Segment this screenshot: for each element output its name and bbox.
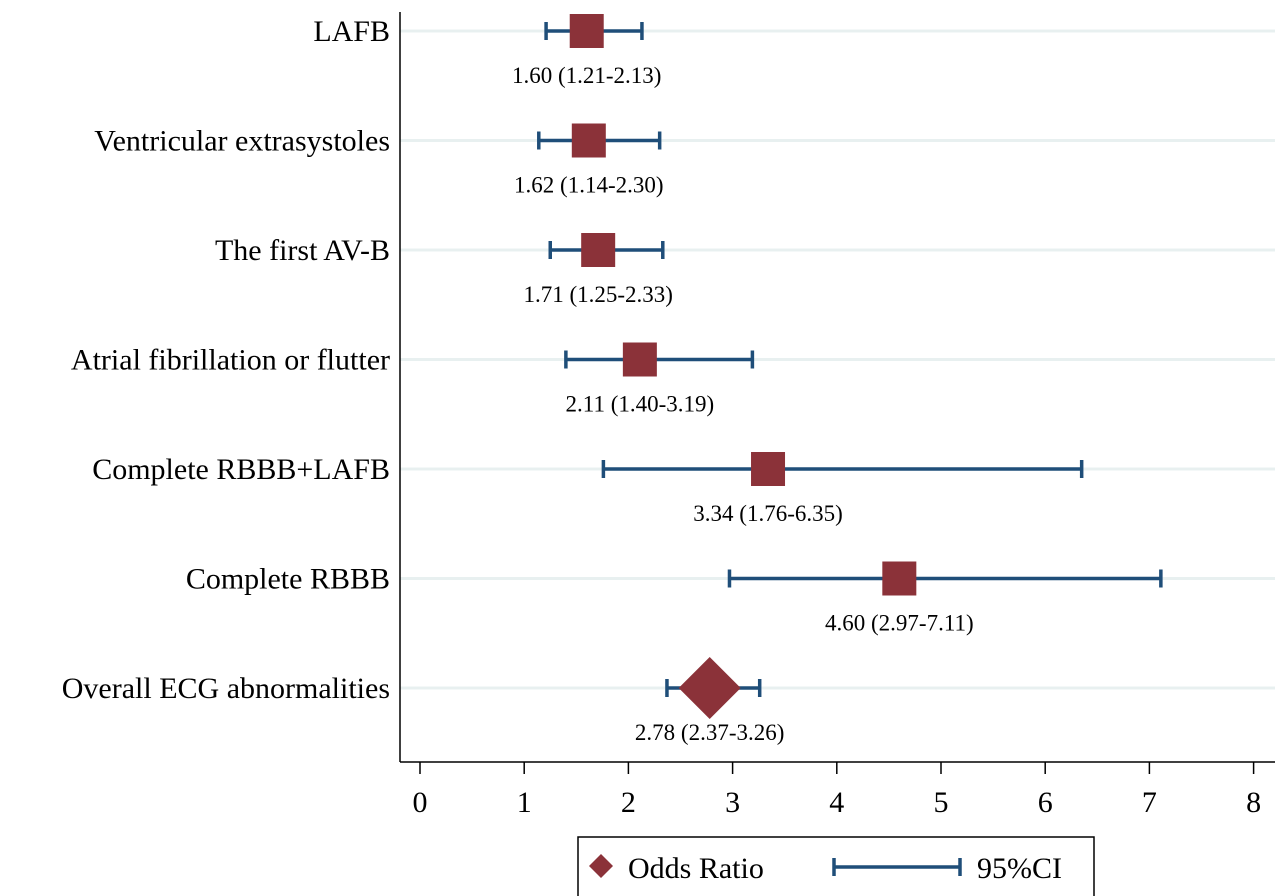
axes <box>399 12 1275 763</box>
x-tick-label: 8 <box>1246 786 1261 819</box>
category-label-complete-rbbb-lafb: Complete RBBB+LAFB <box>92 453 390 486</box>
legend-odds-ratio-marker <box>589 854 613 878</box>
x-ticks: 0 1 2 3 4 5 6 7 8 <box>413 762 1261 819</box>
category-label-overall-ecg-abnormalities: Overall ECG abnormalities <box>62 672 390 705</box>
value-label-complete-rbbb-lafb: 3.34 (1.76-6.35) <box>693 501 842 526</box>
odds-ratio-markers <box>569 14 917 719</box>
value-label-lafb: 1.60 (1.21-2.13) <box>512 63 661 88</box>
category-label-ventricular-extrasystoles: Ventricular extrasystoles <box>94 125 390 158</box>
category-label-atrial-fibrillation-or-flutter: Atrial fibrillation or flutter <box>71 344 390 377</box>
legend: Odds Ratio 95%CI <box>577 836 1095 896</box>
or-marker-the-first-av-b <box>581 233 616 267</box>
or-marker-ventricular-extrasystoles <box>571 123 606 158</box>
or-marker-complete-rbbb-lafb <box>751 452 786 486</box>
gridlines <box>400 29 1275 690</box>
x-tick-label: 4 <box>829 786 844 819</box>
ci-bar-complete-rbbb <box>727 569 1163 588</box>
or-marker-complete-rbbb <box>882 561 917 596</box>
legend-ci-label: 95%CI <box>977 852 1062 885</box>
value-label-overall-ecg-abnormalities: 2.78 (2.37-3.26) <box>635 720 784 745</box>
x-tick-label: 1 <box>517 786 532 819</box>
category-labels: LAFB Ventricular extrasystoles The first A… <box>62 15 390 705</box>
x-tick-label: 2 <box>621 786 636 819</box>
or-marker-atrial-fibrillation-or-flutter <box>622 342 657 377</box>
x-tick-label: 6 <box>1038 786 1053 819</box>
x-tick-label: 3 <box>725 786 740 819</box>
value-label-the-first-av-b: 1.71 (1.25-2.33) <box>523 282 672 307</box>
ci-bar-atrial-fibrillation-or-flutter <box>564 350 755 369</box>
x-tick-label: 7 <box>1142 786 1157 819</box>
value-labels: 1.60 (1.21-2.13) 1.62 (1.14-2.30) 1.71 (1.… <box>512 63 974 745</box>
ci-bar-complete-rbbb-lafb <box>601 460 1084 478</box>
category-label-the-first-av-b: The first AV-B <box>215 234 390 267</box>
legend-odds-ratio-label: Odds Ratio <box>628 852 764 885</box>
value-label-complete-rbbb: 4.60 (2.97-7.11) <box>825 611 974 636</box>
x-tick-label: 5 <box>934 786 949 819</box>
category-label-lafb: LAFB <box>313 15 390 48</box>
value-label-atrial-fibrillation-or-flutter: 2.11 (1.40-3.19) <box>566 392 715 417</box>
or-marker-overall-ecg-abnormalities <box>678 657 741 719</box>
or-marker-lafb <box>569 14 604 48</box>
x-tick-label: 0 <box>413 786 428 819</box>
legend-ci-marker <box>832 858 962 876</box>
category-label-complete-rbbb: Complete RBBB <box>186 563 390 596</box>
value-label-ventricular-extrasystoles: 1.62 (1.14-2.30) <box>514 173 663 198</box>
